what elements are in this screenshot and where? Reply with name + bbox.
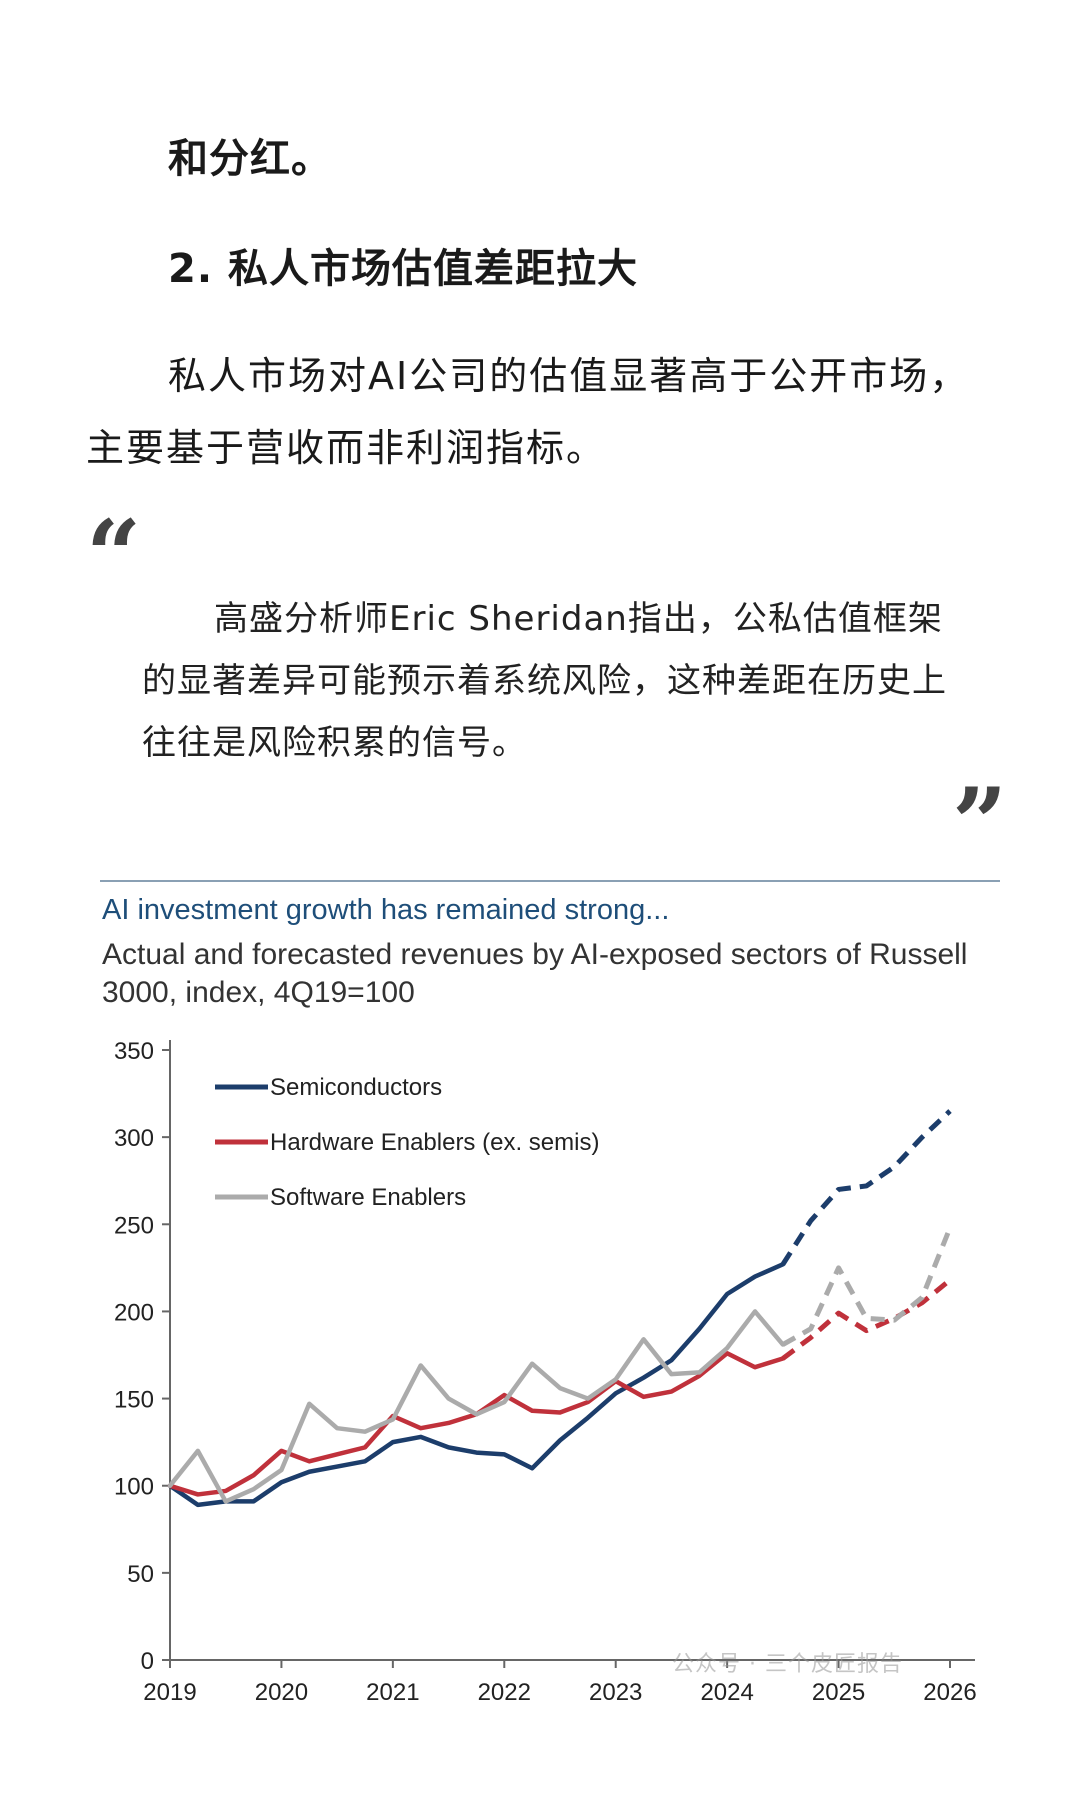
section-heading: 2. 私人市场估值差距拉大 [168,246,638,292]
y-tick-label: 0 [141,1648,154,1675]
x-tick-label: 2026 [923,1679,976,1700]
series-line-forecast-1 [781,1278,952,1361]
y-tick-label: 50 [127,1561,154,1588]
legend-label-1: Hardware Enablers (ex. semis) [270,1129,599,1156]
chart-figure: AI investment growth has remained strong… [0,870,1080,1700]
article-lead-end: 和分红。 [168,136,332,182]
x-tick-label: 2023 [589,1679,642,1700]
line-chart: 0 50 100 150 200 250 300 350 2019 2020 2021 2022 202… [114,1038,977,1700]
body-paragraph: 私人市场对AI公司的估值显著高于公开市场，主要基于营收而非利润指标。 [86,354,970,470]
close-quote-icon: ” [952,767,1008,880]
x-tick-label: 2021 [366,1679,419,1700]
x-tick-label: 2022 [478,1679,531,1700]
y-tick-label: 200 [114,1299,154,1326]
blockquote-text: 高盛分析师Eric Sheridan指出，公私估值框架的显著差异可能预示着系统风… [142,599,947,763]
series-line-forecast-0 [780,1109,952,1266]
x-tick-label: 2019 [143,1679,196,1700]
figure-top-rule [100,880,1000,882]
y-tick-label: 100 [114,1474,154,1501]
legend-label-0: Semiconductors [270,1074,442,1101]
watermark: 公众号 · 三个皮匠报告 [672,1652,903,1677]
chart-subtitle: Actual and forecasted revenues by AI-exp… [102,938,968,1009]
y-tick-label: 150 [114,1387,154,1414]
chart-title: AI investment growth has remained strong… [102,894,670,926]
series-line-actual-0 [167,1262,786,1508]
x-tick-label: 2025 [812,1679,865,1700]
legend-label-2: Software Enablers [270,1184,466,1211]
series-line-forecast-2 [781,1226,953,1347]
series-line-actual-2 [167,1309,786,1504]
y-tick-label: 250 [114,1212,154,1239]
open-quote-icon: “ [86,499,142,612]
y-tick-label: 300 [114,1125,154,1152]
x-tick-label: 2020 [255,1679,308,1700]
x-tick-label: 2024 [700,1679,753,1700]
y-tick-label: 350 [114,1038,154,1065]
